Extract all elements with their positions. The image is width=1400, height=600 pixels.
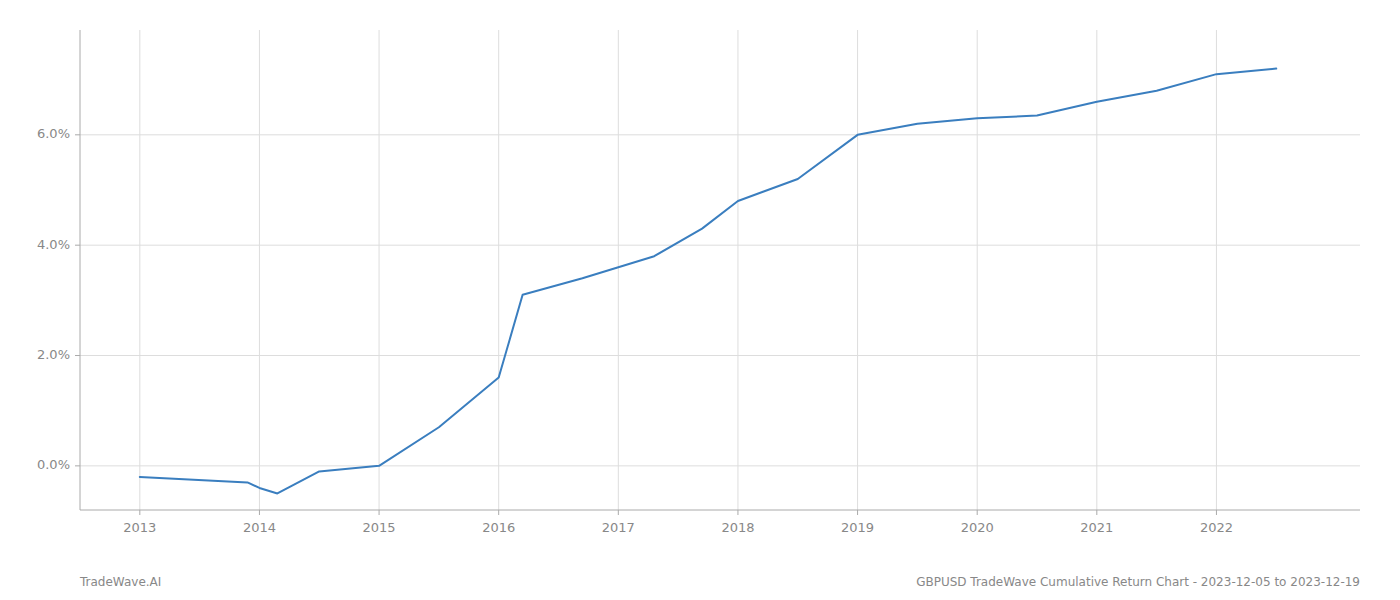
- x-tick: [259, 510, 260, 515]
- x-grid-line: [977, 30, 978, 510]
- plot-area: [140, 69, 1276, 494]
- x-grid-line: [618, 30, 619, 510]
- page: {"chart_data": {"type": "line", "x": [20…: [0, 0, 1400, 600]
- x-tick: [618, 510, 619, 515]
- y-grid-line: [80, 355, 1360, 356]
- chart: 0.0% 2.0% 4.0% 6.0% 2013 2014 2015 2016 2017 2018…: [0, 0, 1400, 600]
- grid: [80, 30, 1360, 510]
- x-grid-line: [1216, 30, 1217, 510]
- y-tick: [75, 465, 80, 466]
- y-tick-label: 0.0%: [37, 457, 70, 472]
- x-grid-line: [379, 30, 380, 510]
- x-tick: [379, 510, 380, 515]
- x-tick-label: 2017: [602, 520, 635, 535]
- x-grid-line: [139, 30, 140, 510]
- x-grid-line: [259, 30, 260, 510]
- x-tick: [1096, 510, 1097, 515]
- footer-left: TradeWave.AI: [79, 575, 161, 589]
- x-tick-label: 2016: [482, 520, 515, 535]
- x-tick-label: 2021: [1080, 520, 1113, 535]
- x-tick-label: 2019: [841, 520, 874, 535]
- x-tick: [139, 510, 140, 515]
- x-grid-line: [498, 30, 499, 510]
- x-tick-label: 2020: [961, 520, 994, 535]
- axes: 0.0% 2.0% 4.0% 6.0% 2013 2014 2015 2016 2017 2018…: [37, 30, 1360, 535]
- x-tick-label: 2018: [721, 520, 754, 535]
- x-tick-label: 2015: [363, 520, 396, 535]
- y-tick-label: 2.0%: [37, 347, 70, 362]
- x-grid-line: [737, 30, 738, 510]
- x-tick-label: 2013: [123, 520, 156, 535]
- y-grid-line: [80, 465, 1360, 466]
- x-axis-line: [80, 510, 1360, 511]
- y-tick: [75, 355, 80, 356]
- return-line: [140, 69, 1276, 494]
- y-tick-label: 6.0%: [37, 126, 70, 141]
- y-grid-line: [80, 134, 1360, 135]
- footer-right: GBPUSD TradeWave Cumulative Return Chart…: [916, 575, 1360, 589]
- y-tick: [75, 245, 80, 246]
- x-tick: [1216, 510, 1217, 515]
- x-tick: [737, 510, 738, 515]
- y-axis-line: [80, 30, 81, 510]
- x-tick-label: 2014: [243, 520, 276, 535]
- y-tick-label: 4.0%: [37, 237, 70, 252]
- x-grid-line: [857, 30, 858, 510]
- y-tick: [75, 134, 80, 135]
- x-tick: [977, 510, 978, 515]
- x-tick: [498, 510, 499, 515]
- x-tick-label: 2022: [1200, 520, 1233, 535]
- y-grid-line: [80, 245, 1360, 246]
- x-tick: [857, 510, 858, 515]
